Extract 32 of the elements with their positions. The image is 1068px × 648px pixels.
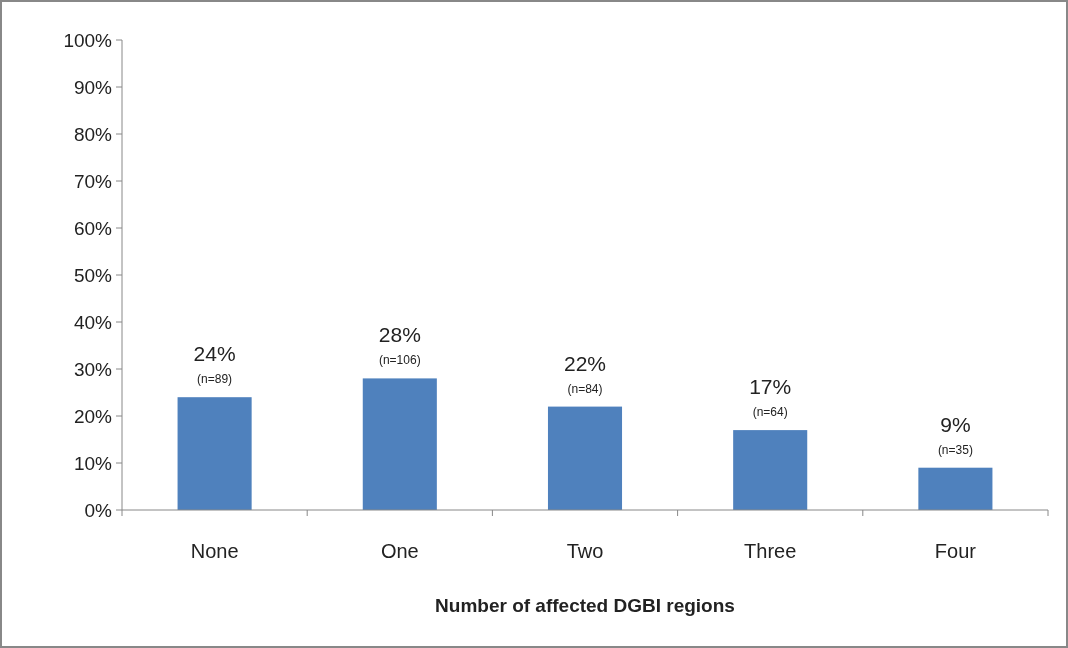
annotation: (n=35) <box>937 442 973 457</box>
y-tick-label: 60% <box>73 217 113 239</box>
y-tick-label: 30% <box>73 358 113 380</box>
y-tick-label: 10% <box>73 452 113 474</box>
annotation: (n=106) <box>378 353 421 368</box>
bar <box>177 397 252 510</box>
bar <box>362 378 437 510</box>
data-label: 17% <box>749 375 792 399</box>
data-label: 22% <box>563 351 607 375</box>
x-tick-label: Four <box>934 540 977 562</box>
annotation: (n=64) <box>752 405 788 420</box>
x-tick-label: One <box>380 540 419 562</box>
data-label: 24% <box>193 342 236 366</box>
x-tick-label: Two <box>566 540 604 562</box>
data-label: 28% <box>378 323 421 347</box>
bar <box>733 430 808 510</box>
y-tick-label: 20% <box>73 405 113 427</box>
y-tick-label: 50% <box>73 264 113 286</box>
y-tick-label: 70% <box>73 170 113 192</box>
y-tick-label: 0% <box>84 499 113 521</box>
y-tick-label: 90% <box>73 76 113 98</box>
annotation: (n=84) <box>567 381 603 396</box>
x-axis-title: Number of affected DGBI regions <box>435 595 735 616</box>
x-tick-label: Three <box>744 540 797 562</box>
annotation: (n=89) <box>197 372 233 387</box>
y-tick-label: 40% <box>73 311 113 333</box>
y-tick-label: 80% <box>73 123 113 145</box>
bar <box>918 467 993 510</box>
y-tick-label: 100% <box>63 29 113 51</box>
x-tick-label: None <box>190 540 239 562</box>
bar <box>547 406 623 510</box>
data-label: 9% <box>940 412 971 436</box>
